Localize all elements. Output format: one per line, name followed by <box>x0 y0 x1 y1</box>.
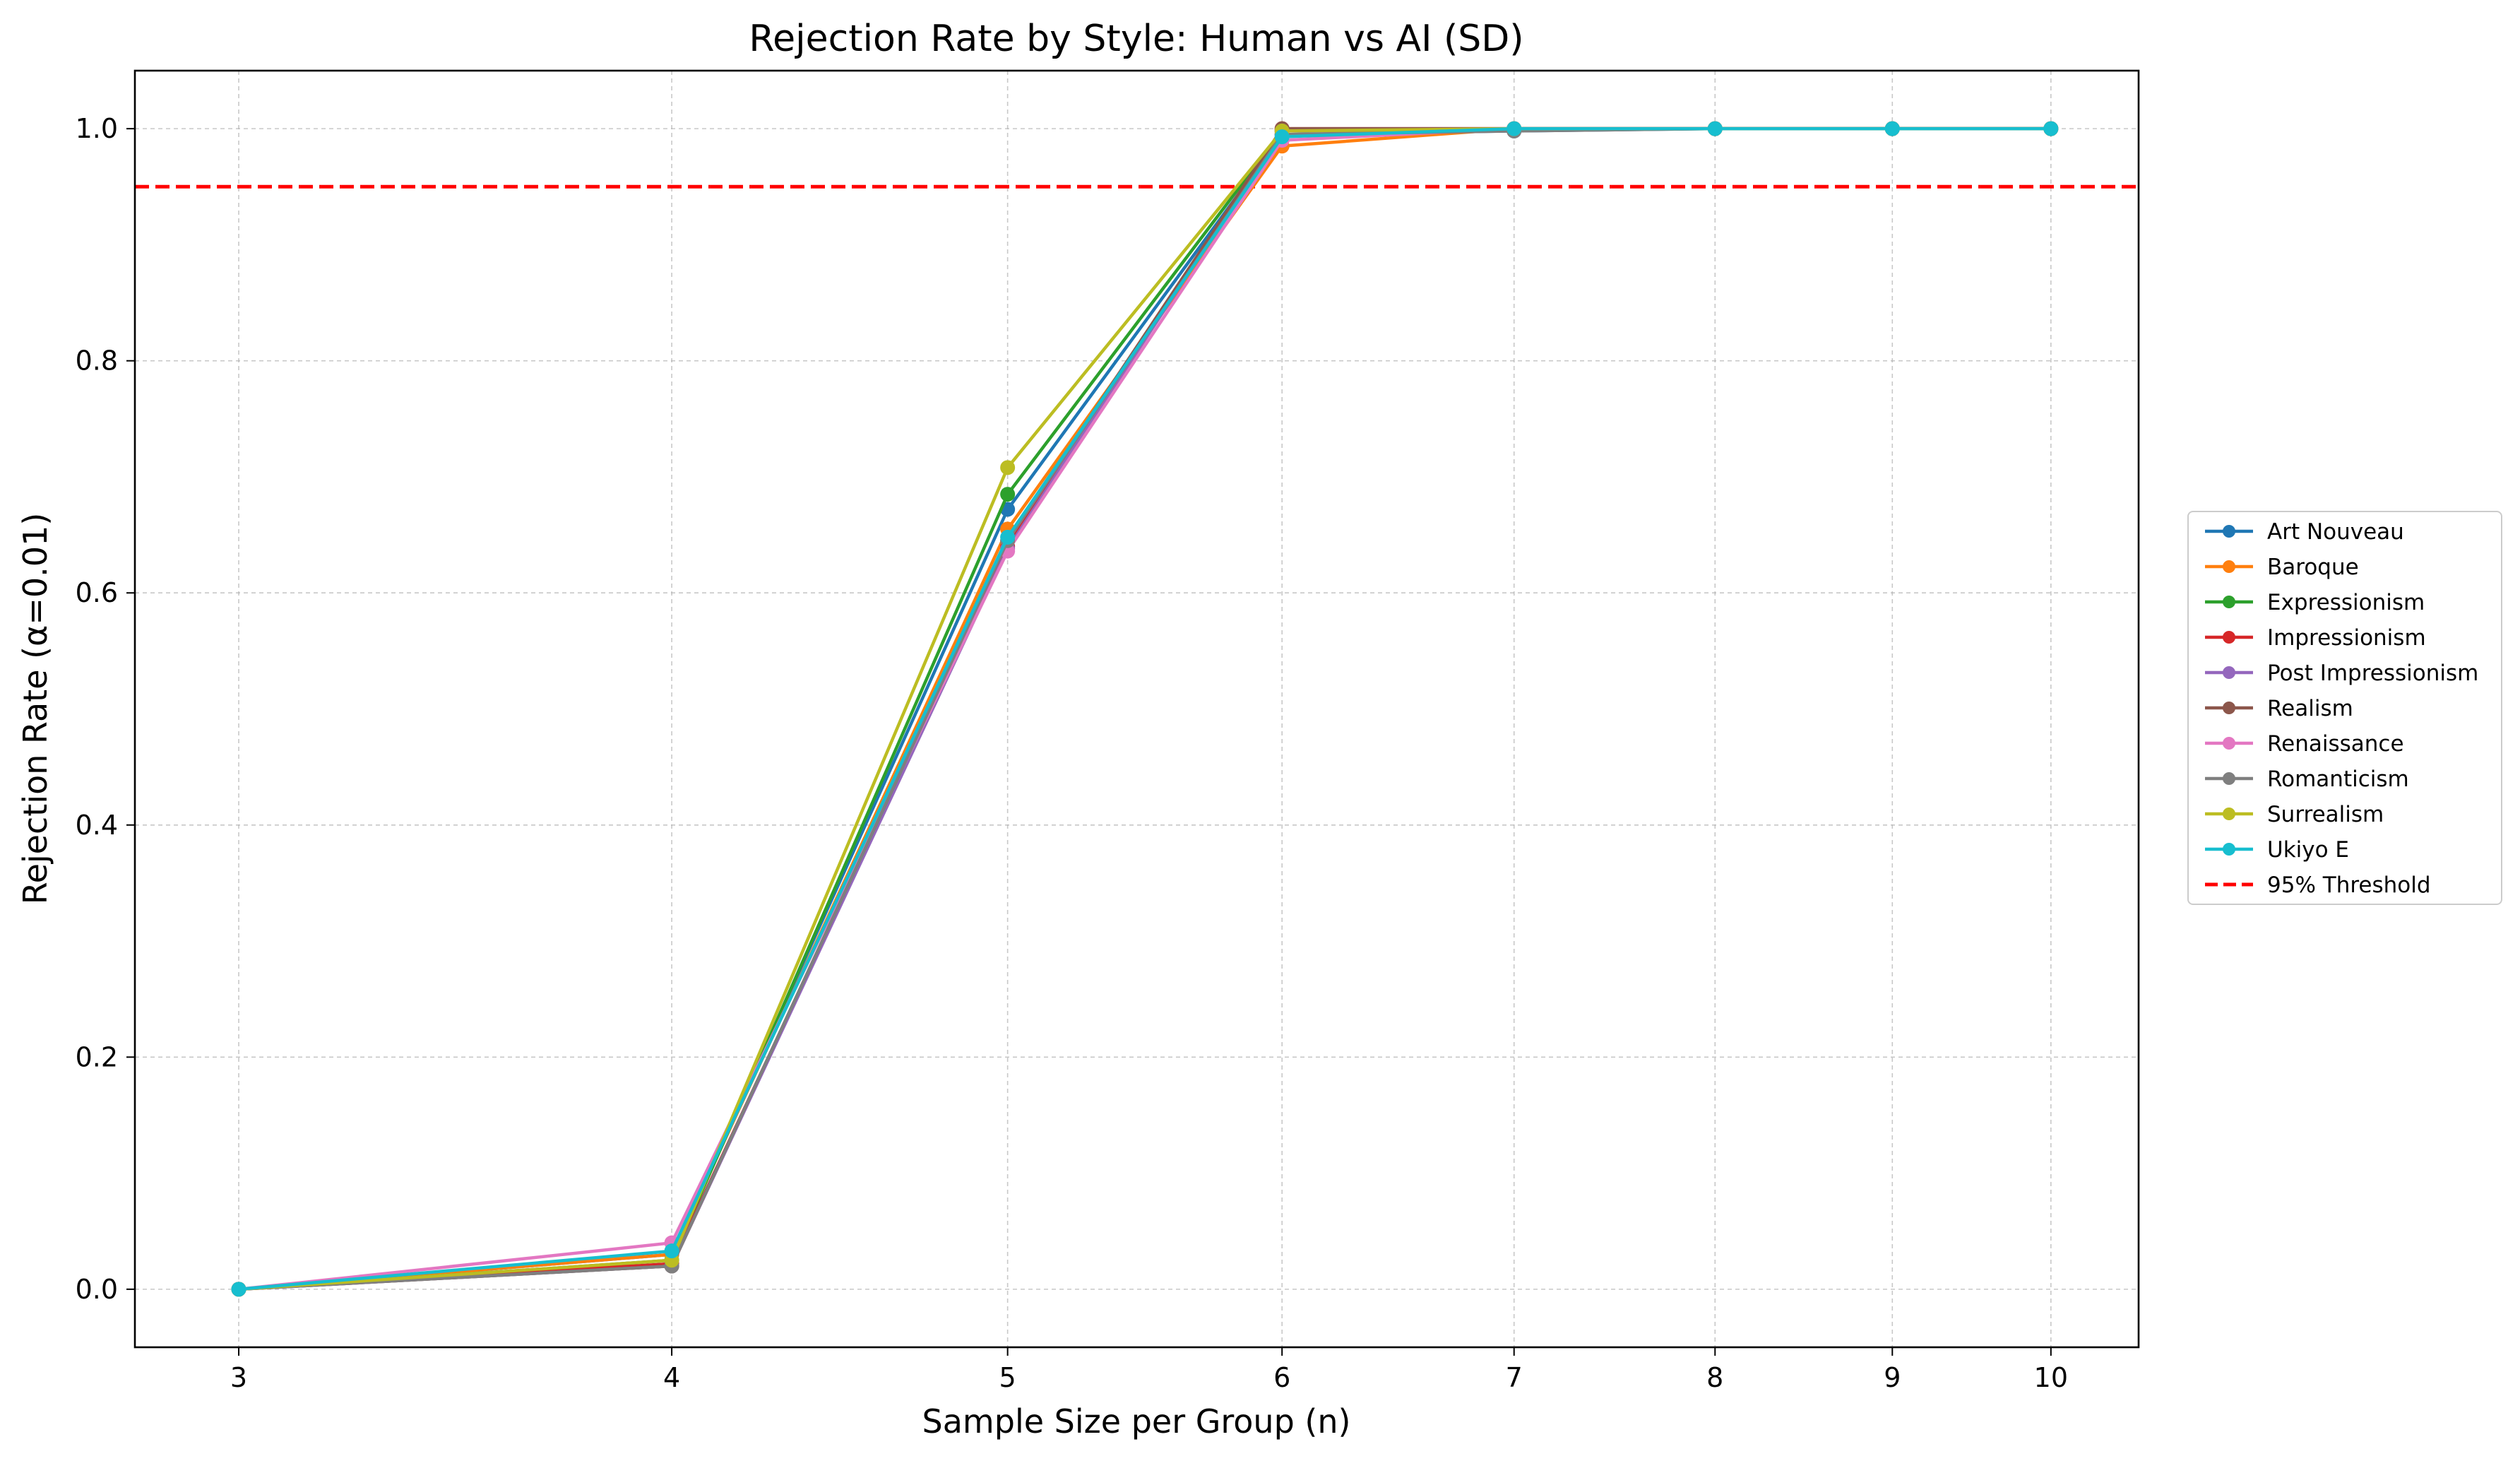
y-axis-label: Rejection Rate (α=0.01) <box>16 513 54 905</box>
data-point <box>1884 121 1900 136</box>
legend-box <box>2187 511 2502 905</box>
legend-marker <box>2223 525 2235 538</box>
legend-marker <box>2223 666 2235 679</box>
legend-label: Surrealism <box>2267 802 2384 827</box>
legend: Art Nouveau Baroque Expressionism Impressio… <box>2187 511 2502 905</box>
data-point <box>1000 460 1016 475</box>
legend-entry: Ukiyo E <box>2205 837 2349 863</box>
legend-marker <box>2223 631 2235 644</box>
chart-title: Rejection Rate by Style: Human vs AI (SD… <box>749 18 1523 60</box>
legend-entry: Baroque <box>2205 555 2359 580</box>
y-tick-label: 1.0 <box>76 113 118 144</box>
legend-entry: 95% Threshold <box>2205 873 2431 898</box>
legend-label: 95% Threshold <box>2267 873 2431 898</box>
legend-marker <box>2223 737 2235 750</box>
data-point <box>2043 121 2059 136</box>
legend-label: Baroque <box>2267 555 2359 580</box>
series-ukiyo-e <box>231 121 2059 1297</box>
legend-marker <box>2223 843 2235 856</box>
x-axis-ticks: 3 4 5 6 7 8 9 10 <box>230 1347 2068 1393</box>
x-tick-label: 9 <box>1884 1362 1901 1393</box>
legend-marker <box>2223 772 2235 785</box>
legend-label: Romanticism <box>2267 767 2409 792</box>
legend-entry: Impressionism <box>2205 625 2426 651</box>
x-tick-label: 5 <box>999 1362 1016 1393</box>
legend-label: Post Impressionism <box>2267 661 2478 686</box>
legend-label: Ukiyo E <box>2267 837 2349 863</box>
data-point <box>1707 121 1723 136</box>
legend-entry: Expressionism <box>2205 590 2425 615</box>
legend-label: Realism <box>2267 696 2353 721</box>
series-layer <box>231 121 2059 1297</box>
data-point <box>1000 487 1016 502</box>
grid-lines <box>135 71 2139 1347</box>
legend-label: Renaissance <box>2267 731 2404 757</box>
y-tick-label: 0.6 <box>76 577 118 608</box>
data-point <box>1506 121 1522 136</box>
legend-marker <box>2223 596 2235 608</box>
legend-label: Impressionism <box>2267 625 2426 651</box>
legend-entry: Renaissance <box>2205 731 2404 757</box>
legend-label: Expressionism <box>2267 590 2425 615</box>
x-tick-label: 8 <box>1706 1362 1723 1393</box>
x-tick-label: 10 <box>2034 1362 2068 1393</box>
y-tick-label: 0.4 <box>76 810 118 841</box>
legend-entry: Realism <box>2205 696 2353 721</box>
x-axis-label: Sample Size per Group (n) <box>922 1402 1351 1441</box>
legend-marker <box>2223 702 2235 714</box>
y-tick-label: 0.2 <box>76 1041 118 1072</box>
y-tick-label: 0.8 <box>76 345 118 377</box>
data-point <box>1274 129 1290 145</box>
legend-entry: Art Nouveau <box>2205 519 2404 545</box>
data-point <box>231 1282 246 1297</box>
legend-entry: Post Impressionism <box>2205 661 2478 686</box>
y-tick-label: 0.0 <box>76 1274 118 1305</box>
x-tick-label: 3 <box>230 1362 247 1393</box>
x-tick-label: 4 <box>663 1362 680 1393</box>
x-tick-label: 7 <box>1506 1362 1523 1393</box>
legend-label: Art Nouveau <box>2267 519 2404 545</box>
legend-entry: Romanticism <box>2205 767 2409 792</box>
y-axis-ticks: 0.0 0.2 0.4 0.6 0.8 1.0 <box>76 113 135 1305</box>
legend-entry: Surrealism <box>2205 802 2384 827</box>
data-point <box>1000 529 1016 545</box>
x-tick-label: 6 <box>1273 1362 1290 1393</box>
legend-marker <box>2223 560 2235 573</box>
plot-frame <box>133 69 2140 1349</box>
legend-marker <box>2223 808 2235 820</box>
series-line <box>238 126 2051 1291</box>
data-point <box>664 1243 679 1259</box>
